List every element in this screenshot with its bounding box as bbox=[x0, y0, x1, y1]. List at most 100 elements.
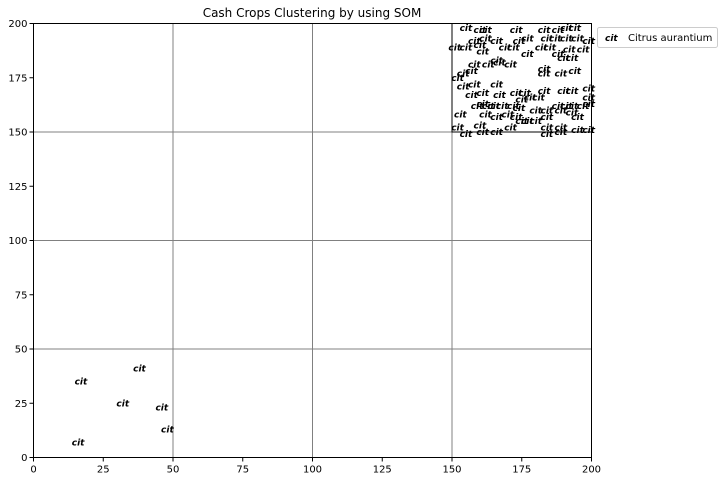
data-point: cit bbox=[538, 65, 551, 75]
data-point: cit bbox=[471, 102, 484, 112]
x-tick-label: 175 bbox=[512, 465, 531, 476]
y-tick-label: 175 bbox=[8, 73, 27, 84]
data-point: cit bbox=[513, 37, 526, 47]
data-point: cit bbox=[521, 50, 534, 60]
legend-label: Citrus aurantium bbox=[628, 33, 712, 44]
data-point: cit bbox=[560, 24, 573, 34]
data-point: cit bbox=[577, 102, 590, 112]
data-point: cit bbox=[582, 85, 595, 95]
data-point: cit bbox=[563, 46, 576, 56]
data-point: cit bbox=[482, 61, 495, 71]
x-tick-label: 0 bbox=[30, 465, 36, 476]
data-point: cit bbox=[72, 438, 85, 448]
data-point: cit bbox=[571, 35, 584, 45]
data-point: cit bbox=[476, 89, 489, 99]
y-tick-label: 0 bbox=[21, 453, 27, 464]
data-point: cit bbox=[540, 106, 553, 116]
data-point: cit bbox=[552, 26, 565, 36]
data-point: cit bbox=[460, 43, 473, 53]
x-axis-ticks: 0 25 50 75 100 125 150 175 200 bbox=[30, 457, 601, 476]
data-point: cit bbox=[538, 26, 551, 36]
data-point: cit bbox=[490, 56, 503, 66]
y-tick-label: 100 bbox=[8, 236, 27, 247]
data-point: cit bbox=[479, 35, 492, 45]
data-point: cit bbox=[552, 102, 565, 112]
data-point: cit bbox=[460, 130, 473, 140]
data-point: cit bbox=[554, 124, 567, 134]
data-point: cit bbox=[490, 128, 503, 138]
data-point: cit bbox=[582, 93, 595, 103]
data-point: cit bbox=[566, 87, 579, 97]
data-point: cit bbox=[538, 87, 551, 97]
data-point: cit bbox=[515, 95, 528, 105]
data-point: cit bbox=[507, 43, 520, 53]
data-point: cit bbox=[557, 87, 570, 97]
data-point: cit bbox=[468, 80, 481, 90]
y-tick-label: 50 bbox=[15, 345, 28, 356]
data-point: cit bbox=[510, 113, 523, 123]
data-point: cit bbox=[566, 54, 579, 64]
data-point: cit bbox=[457, 69, 470, 79]
data-point: cit bbox=[582, 37, 595, 47]
data-point: cit bbox=[566, 102, 579, 112]
chart-title: Cash Crops Clustering by using SOM bbox=[203, 6, 422, 20]
legend: cit Citrus aurantium bbox=[597, 27, 718, 48]
data-point: cit bbox=[532, 93, 545, 103]
data-point: cit bbox=[496, 102, 509, 112]
data-point: cit bbox=[460, 24, 473, 34]
x-tick-label: 150 bbox=[442, 465, 461, 476]
data-point: cit bbox=[476, 128, 489, 138]
x-tick-label: 125 bbox=[373, 465, 392, 476]
y-tick-label: 150 bbox=[8, 128, 27, 139]
data-point: cit bbox=[538, 69, 551, 79]
data-point: cit bbox=[510, 89, 523, 99]
data-point: cit bbox=[521, 117, 534, 127]
data-point: cit bbox=[560, 102, 573, 112]
data-point: cit bbox=[474, 121, 487, 131]
data-point: cit bbox=[490, 80, 503, 90]
y-axis-ticks: 0 25 50 75 100 125 150 175 200 bbox=[8, 19, 34, 464]
data-point: cit bbox=[457, 82, 470, 92]
data-point: cit bbox=[133, 365, 146, 375]
data-point: cit bbox=[448, 43, 461, 53]
data-point: cit bbox=[504, 124, 517, 134]
data-point: cit bbox=[552, 50, 565, 60]
data-point: cit bbox=[571, 113, 584, 123]
data-point: cit bbox=[501, 111, 514, 121]
data-point: cit bbox=[540, 130, 553, 140]
data-point: cit bbox=[521, 35, 534, 45]
data-point: cit bbox=[465, 91, 478, 101]
data-point: cit bbox=[513, 104, 526, 114]
x-tick-label: 200 bbox=[582, 465, 601, 476]
data-point: cit bbox=[507, 102, 520, 112]
data-point: cit bbox=[155, 404, 168, 414]
data-point: cit bbox=[540, 113, 553, 123]
data-point: cit bbox=[582, 100, 595, 110]
data-point: cit bbox=[504, 61, 517, 71]
legend-marker: cit bbox=[605, 34, 618, 44]
data-point: cit bbox=[549, 35, 562, 45]
data-point: cit bbox=[568, 67, 581, 77]
data-point: cit bbox=[568, 24, 581, 34]
data-point: cit bbox=[543, 43, 556, 53]
data-point: cit bbox=[482, 102, 495, 112]
x-tick-label: 75 bbox=[236, 465, 249, 476]
data-point: cit bbox=[540, 124, 553, 134]
data-point: cit bbox=[582, 126, 595, 136]
x-tick-label: 25 bbox=[97, 465, 110, 476]
data-point: cit bbox=[476, 100, 489, 110]
y-tick-label: 75 bbox=[15, 290, 28, 301]
data-point: cit bbox=[454, 111, 467, 121]
data-point: cit bbox=[529, 106, 542, 116]
data-point: cit bbox=[468, 61, 481, 71]
data-point: cit bbox=[161, 425, 174, 435]
data-point: cit bbox=[451, 74, 464, 84]
x-tick-label: 50 bbox=[167, 465, 180, 476]
data-point: cit bbox=[493, 59, 506, 69]
data-point: cit bbox=[451, 124, 464, 134]
y-tick-label: 25 bbox=[15, 399, 28, 410]
data-point: cit bbox=[474, 26, 487, 36]
data-point: cit bbox=[557, 54, 570, 64]
